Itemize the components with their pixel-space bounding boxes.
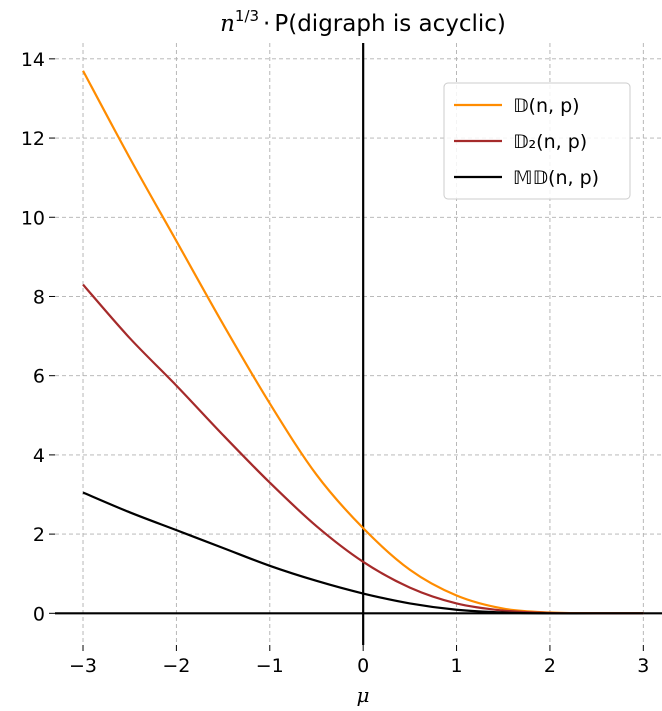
- y-tick-label: 14: [21, 49, 45, 71]
- chart-title: n1/3 · P(digraph is acyclic): [220, 7, 506, 37]
- title-text: P(digraph is acyclic): [274, 11, 506, 37]
- y-tick-label: 4: [33, 445, 45, 467]
- legend-label-d: 𝔻(n, p): [513, 95, 580, 117]
- x-tick-label: 1: [451, 655, 463, 677]
- title-exponent: 1/3: [235, 7, 259, 25]
- legend: 𝔻(n, p) 𝔻₂(n, p) 𝕄𝔻(n, p): [443, 82, 631, 200]
- series-layer: [82, 70, 644, 615]
- series-line-md: [82, 491, 644, 615]
- y-tick-label: 6: [33, 366, 45, 388]
- y-tick-label: 0: [33, 603, 45, 625]
- x-tick-label: −2: [162, 655, 190, 677]
- title-dot: ·: [263, 11, 270, 37]
- title-variable: n: [220, 11, 235, 37]
- legend-box: [443, 82, 631, 200]
- y-tick-label: 12: [21, 128, 45, 150]
- y-tick-label: 2: [33, 524, 45, 546]
- x-tick-label: 3: [637, 655, 649, 677]
- x-axis-label: μ: [357, 683, 370, 707]
- x-tick-label: 2: [544, 655, 556, 677]
- y-tick-label: 8: [33, 286, 45, 308]
- x-tick-label: 0: [357, 655, 369, 677]
- legend-label-d2: 𝔻₂(n, p): [513, 131, 587, 153]
- legend-entries: 𝔻(n, p) 𝔻₂(n, p) 𝕄𝔻(n, p): [454, 95, 599, 189]
- y-tick-label: 10: [21, 207, 45, 229]
- x-tick-label: −3: [69, 655, 97, 677]
- x-tick-label: −1: [256, 655, 284, 677]
- legend-label-md: 𝕄𝔻(n, p): [513, 167, 599, 189]
